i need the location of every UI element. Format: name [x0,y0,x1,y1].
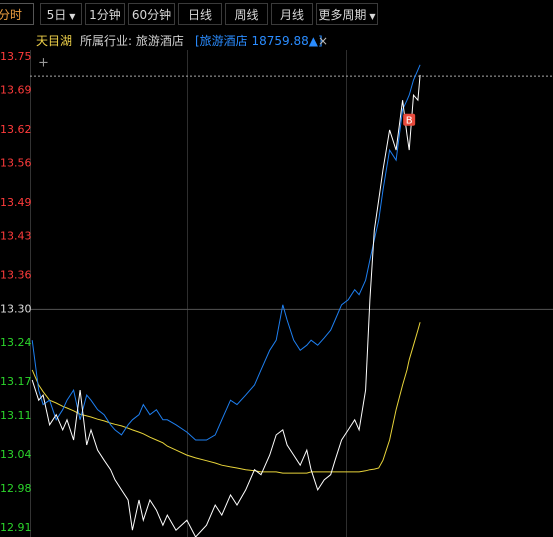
crosshair-icon: + [38,56,49,71]
period-button[interactable]: 月线 [271,3,313,25]
button-label: 更多周期 [318,8,367,22]
button-label: 周线 [234,8,259,22]
y-tick-label: 13.56 [0,157,32,170]
y-tick-label: 12.91 [0,521,32,534]
dropdown-caret: ▼ [369,12,376,21]
y-tick-label: 13.75 [0,50,32,63]
period-button[interactable]: 日线 [178,3,222,25]
index-link[interactable]: [旅游酒店 18759.88▲] [195,34,323,48]
button-label: 1分钟 [89,8,121,22]
y-tick-label: 13.17 [0,375,32,388]
period-button[interactable]: 更多周期 ▼ [316,3,378,25]
y-tick-label: 13.30 [0,302,32,315]
price-line [31,74,421,537]
period-button[interactable]: 周线 [225,3,268,25]
button-label: 日线 [187,8,212,22]
y-tick-label: 13.62 [0,123,32,136]
plot-area [31,64,421,537]
period-button[interactable]: 1分钟 [85,3,125,25]
dropdown-caret: ▼ [69,12,76,21]
y-tick-label: 13.49 [0,196,32,209]
y-tick-label: 13.69 [0,84,32,97]
button-label: 60分钟 [131,8,172,22]
period-button[interactable]: 5日 ▼ [40,3,82,25]
period-button[interactable]: 分时 [0,3,34,25]
y-tick-label: 13.11 [0,409,32,422]
price-line [31,322,421,474]
period-button[interactable]: 60分钟 [128,3,175,25]
y-tick-label: 13.36 [0,269,32,282]
y-tick-label: 12.98 [0,482,32,495]
button-label: 月线 [279,8,304,22]
button-label: 5日 [46,8,67,22]
close-icon[interactable]: × [318,34,329,48]
y-tick-label: 13.43 [0,229,32,242]
y-tick-label: 13.24 [0,336,32,349]
button-label: 分时 [0,8,22,22]
stock-name: 天目湖 [36,34,73,48]
price-line [31,64,421,441]
trade-marker [403,113,416,126]
trade-marker-label: B [406,115,413,126]
toolbar: 分时 5日 ▼ 1分钟 60分钟 日线 周线 月线 更多周期 ▼ [0,0,553,30]
industry-label: 所属行业: 旅游酒店 [80,34,184,48]
y-tick-label: 13.04 [0,448,32,461]
